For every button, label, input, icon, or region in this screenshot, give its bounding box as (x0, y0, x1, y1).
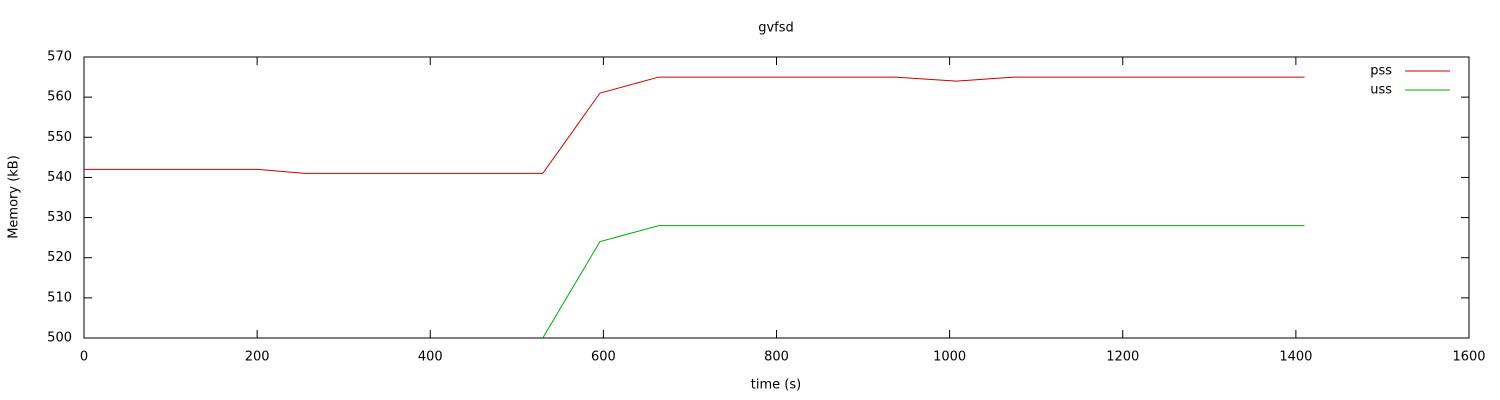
y-tick-label: 570 (47, 50, 72, 65)
x-tick-label: 1600 (1452, 350, 1485, 365)
series-line (84, 76, 1305, 174)
y-tick-label: 510 (47, 290, 72, 305)
legend-label: pss (1370, 64, 1392, 79)
x-tick-label: 400 (418, 350, 443, 365)
x-tick-label: 600 (591, 350, 616, 365)
x-axis-label: time (s) (751, 378, 801, 393)
y-tick-label: 520 (47, 250, 72, 265)
x-tick-label: 1000 (933, 350, 966, 365)
y-tick-label: 530 (47, 210, 72, 225)
y-tick-label: 560 (47, 90, 72, 105)
chart-title: gvfsd (758, 21, 794, 36)
y-axis-label: Memory (kB) (7, 155, 22, 239)
y-tick-label: 540 (47, 170, 72, 185)
plot-border (83, 56, 1470, 339)
y-tick-label: 500 (47, 331, 72, 346)
x-tick-label: 200 (245, 350, 270, 365)
series-line (542, 225, 1305, 338)
x-tick-label: 1200 (1106, 350, 1139, 365)
y-tick-label: 550 (47, 130, 72, 145)
x-tick-label: 0 (80, 350, 88, 365)
x-tick-label: 800 (764, 350, 789, 365)
legend-label: uss (1370, 83, 1392, 98)
x-tick-label: 1400 (1279, 350, 1312, 365)
